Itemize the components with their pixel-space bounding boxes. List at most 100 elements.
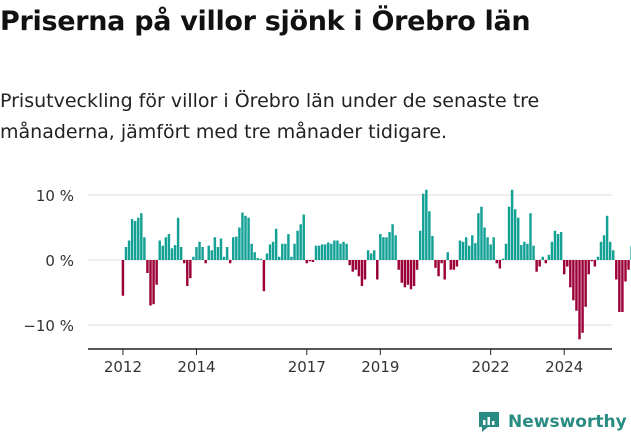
bar <box>422 193 425 260</box>
bar <box>517 217 520 260</box>
x-tick-label: 2022 <box>472 358 510 376</box>
bar <box>149 260 152 306</box>
x-tick-label: 2019 <box>361 358 399 376</box>
bar <box>403 260 407 288</box>
bar <box>624 260 627 282</box>
bar <box>471 235 474 260</box>
bar <box>228 260 232 264</box>
bars <box>121 189 631 340</box>
bar <box>415 260 419 270</box>
bar <box>327 242 330 260</box>
bar <box>130 219 134 260</box>
bar <box>538 260 541 267</box>
bar <box>333 240 336 260</box>
bar <box>293 243 296 260</box>
bar <box>320 244 324 260</box>
bar <box>431 235 434 260</box>
bar <box>572 260 575 301</box>
bar <box>562 260 566 275</box>
bar <box>336 240 339 260</box>
bar <box>201 247 204 260</box>
bar <box>566 260 569 267</box>
bar <box>437 260 440 277</box>
bar <box>323 244 327 260</box>
bar <box>250 243 253 260</box>
brand-name: Newsworthy <box>508 412 627 432</box>
bar <box>526 243 529 260</box>
bar <box>615 260 618 280</box>
x-tick-label: 2012 <box>104 358 142 376</box>
y-tick-label: 10 % <box>36 187 74 205</box>
bar <box>360 260 364 286</box>
bar <box>137 217 140 260</box>
bar <box>179 247 183 260</box>
bar <box>520 245 523 260</box>
bar <box>158 240 161 260</box>
bar <box>219 238 223 260</box>
y-tick-label: −10 % <box>23 317 74 335</box>
bar <box>305 260 309 264</box>
bar <box>428 211 431 260</box>
bar <box>351 260 354 272</box>
bar <box>256 258 259 260</box>
bar <box>434 260 437 268</box>
bar <box>532 245 535 260</box>
page-subtitle: Prisutveckling för villor i Örebro län u… <box>0 90 540 143</box>
bar <box>464 237 468 260</box>
bar <box>342 241 345 260</box>
bar <box>621 260 624 312</box>
bar <box>308 260 312 262</box>
bar <box>186 260 189 286</box>
bar <box>575 260 578 311</box>
bar <box>207 245 210 260</box>
bar <box>458 240 462 260</box>
bar <box>281 243 284 260</box>
bar <box>440 260 443 264</box>
bar <box>627 260 630 270</box>
bar <box>547 254 551 260</box>
bar <box>535 260 538 272</box>
bar <box>311 260 315 262</box>
bar <box>483 227 486 260</box>
bar <box>317 245 321 260</box>
bar <box>480 206 483 260</box>
bar <box>599 241 603 260</box>
bar <box>559 232 563 260</box>
bar <box>452 260 456 270</box>
bar <box>244 215 247 260</box>
bar <box>296 230 299 260</box>
bar <box>216 247 220 260</box>
bar <box>182 260 186 264</box>
bar <box>400 260 404 283</box>
bar <box>143 237 146 260</box>
bar <box>529 213 532 260</box>
bar <box>232 237 235 260</box>
bar <box>443 260 446 280</box>
bar <box>474 243 477 260</box>
bar <box>189 260 192 279</box>
bar <box>225 247 229 260</box>
bar <box>247 217 250 260</box>
bar <box>121 260 125 296</box>
bar <box>498 260 502 269</box>
bar <box>124 247 128 260</box>
bar <box>290 256 293 260</box>
bar <box>210 250 214 260</box>
bar <box>406 260 410 285</box>
bar <box>608 241 612 260</box>
bar <box>587 260 590 275</box>
bar <box>612 250 615 260</box>
bar <box>127 240 131 260</box>
bar <box>222 256 226 260</box>
bar <box>376 260 379 280</box>
bar <box>602 235 606 260</box>
bar <box>299 224 302 260</box>
bar <box>486 237 489 260</box>
bar <box>590 260 594 262</box>
bar <box>274 228 278 260</box>
newsworthy-logo-icon <box>479 412 499 432</box>
x-tick-label: 2017 <box>288 358 326 376</box>
bar <box>388 232 391 260</box>
